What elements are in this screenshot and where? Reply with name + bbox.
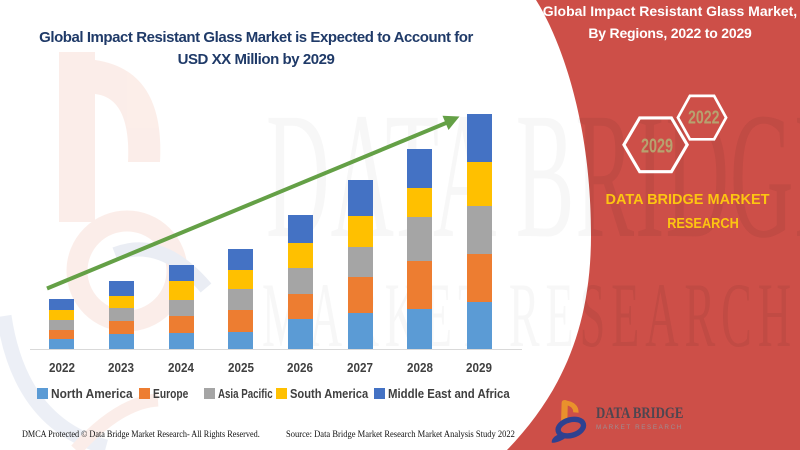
svg-text:2022: 2022 [688,107,720,128]
svg-text:2029: 2029 [641,136,673,158]
